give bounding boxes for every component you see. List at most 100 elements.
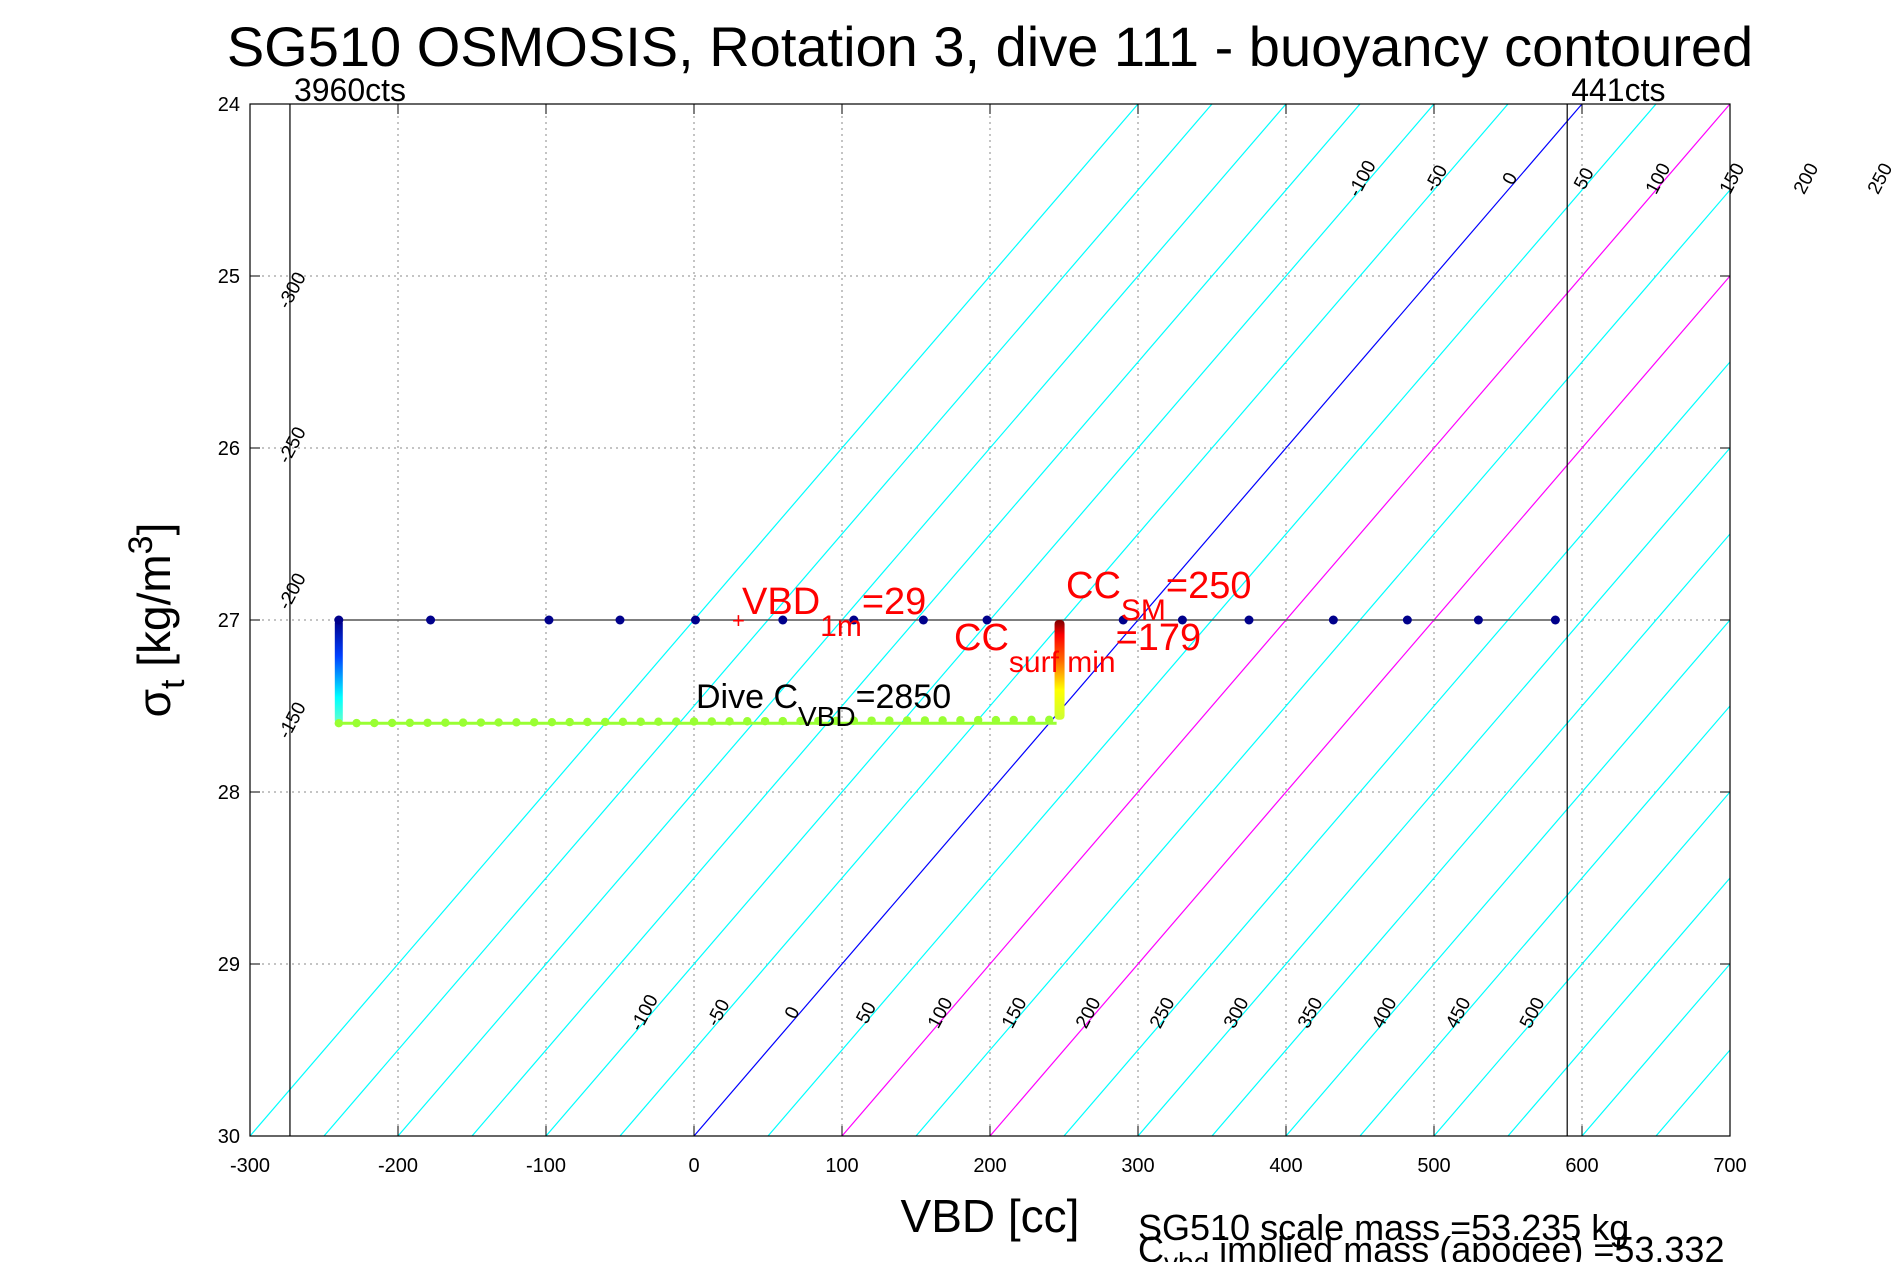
bottom-trace-point	[689, 717, 699, 726]
reference-point	[1473, 615, 1483, 625]
reference-points: +	[334, 608, 1560, 633]
reference-point	[982, 615, 992, 625]
x-tick-label: -100	[526, 1155, 566, 1177]
y-tick-label: 28	[218, 782, 240, 804]
reference-point	[1328, 615, 1338, 625]
contour-label-top: 150	[1716, 160, 1749, 198]
bottom-trace-point	[512, 718, 521, 727]
x-axis-ticks: -300 -200 -100 0 100 200 300 400 500 600 700	[230, 104, 1747, 1177]
vbd-limit-label-right: 441cts	[1571, 72, 1665, 108]
bottom-trace-point	[441, 718, 450, 727]
contour-label-bottom: 400	[1368, 994, 1401, 1032]
bottom-trace-point	[423, 718, 432, 727]
bottom-trace-point	[725, 717, 734, 726]
bottom-trace-point	[636, 717, 645, 726]
contour-line	[1433, 791, 1730, 1136]
x-tick-label: 300	[1121, 1155, 1154, 1177]
reference-point	[1118, 615, 1128, 625]
bottom-trace-point	[796, 716, 805, 726]
reference-point	[615, 615, 625, 625]
bottom-trace-point	[991, 715, 1001, 725]
contour-label-bottom: 300	[1220, 994, 1253, 1032]
contour-label-bottom: 100	[924, 994, 957, 1032]
bottom-trace-point	[956, 716, 965, 725]
contour-line	[1359, 705, 1730, 1136]
bottom-trace-point	[583, 717, 592, 727]
contour-line	[1729, 1135, 1730, 1136]
contour-label-bottom: 150	[998, 994, 1031, 1032]
contour-label-bottom: 350	[1294, 994, 1327, 1032]
bottom-trace-point	[831, 716, 841, 726]
bottom-trace-point	[334, 719, 343, 728]
contour-label-bottom: 200	[1072, 994, 1105, 1032]
descent-trace	[334, 620, 343, 724]
bottom-trace-point	[938, 716, 947, 725]
contour-line	[1581, 963, 1730, 1136]
bottom-trace-point	[743, 717, 752, 726]
contour-line	[1285, 619, 1730, 1136]
bottom-trace-point	[760, 716, 770, 726]
x-tick-label: 600	[1565, 1155, 1598, 1177]
dive-trace	[334, 620, 1065, 728]
x-tick-label: -200	[378, 1155, 418, 1177]
x-tick-label: 700	[1713, 1155, 1746, 1177]
contour-label-bottom: 0	[781, 1003, 805, 1022]
x-tick-label: 400	[1269, 1155, 1302, 1177]
bottom-trace-point	[654, 717, 663, 726]
x-tick-label: 500	[1417, 1155, 1450, 1177]
contour-label-top: 0	[1499, 169, 1523, 188]
bottom-trace-point	[387, 718, 397, 728]
bottom-trace-point	[547, 717, 557, 727]
contour-label-bottom: -100	[627, 991, 663, 1034]
chart-title: SG510 OSMOSIS, Rotation 3, dive 111 - bu…	[227, 15, 1753, 78]
bottom-trace-point	[902, 716, 912, 725]
annotation-cc-surf-min: CCsurf min=179	[954, 617, 1201, 679]
bottom-trace-point	[618, 717, 628, 727]
contour-label-top: 200	[1790, 160, 1823, 198]
contour-label-bottom: 50	[853, 999, 881, 1028]
bottom-trace-point	[849, 716, 859, 725]
footer-scale-mass: SG510 scale mass =53.235 kg	[1138, 1207, 1629, 1248]
bottom-trace-point	[476, 718, 486, 727]
vbd-1m-marker: +	[732, 608, 745, 633]
bottom-trace-point	[352, 718, 361, 728]
contour-label-top: -50	[1421, 162, 1452, 196]
contour-label-left: -300	[274, 269, 310, 312]
bottom-trace-point	[707, 717, 716, 726]
contour-label-left: -250	[274, 424, 310, 467]
ascent-trace	[1054, 620, 1065, 720]
x-tick-label: 200	[973, 1155, 1006, 1177]
annotation-vbd-1m: VBD1m=29	[742, 581, 926, 643]
bottom-trace-point	[1009, 715, 1018, 725]
y-tick-label: 24	[218, 94, 240, 116]
contour-line	[1211, 533, 1730, 1136]
y-axis-label: σt [kg/m3]	[122, 523, 192, 718]
y-tick-label: 27	[218, 610, 240, 632]
bottom-trace-point	[405, 718, 415, 728]
contour-label-left: -200	[274, 570, 310, 613]
bottom-trace-point	[1027, 715, 1036, 725]
bottom-trace-point	[885, 716, 894, 725]
y-axis-ticks: 24 25 26 27 28 29 30	[218, 94, 1730, 1148]
bottom-trace-point	[370, 718, 379, 728]
contour-label-bottom: -50	[703, 996, 734, 1030]
footer-implied-mass: Cvbd implied mass (apogee) =53.332	[1138, 1229, 1724, 1262]
y-tick-label: 25	[218, 266, 240, 288]
x-tick-label: 100	[825, 1155, 858, 1177]
x-tick-label: -300	[230, 1155, 270, 1177]
bottom-trace-point	[814, 716, 823, 726]
bottom-trace-point	[458, 718, 468, 727]
bottom-trace-point	[867, 716, 876, 725]
contour-label-top: -100	[1344, 157, 1380, 200]
bottom-trace-point	[565, 717, 574, 727]
x-axis-label: VBD [cc]	[901, 1190, 1080, 1242]
vbd-limit-label-left: 3960cts	[294, 72, 406, 108]
contour-label-bottom: 450	[1442, 994, 1475, 1032]
contour-label-top: 100	[1642, 160, 1675, 198]
bottom-trace-point	[1045, 715, 1054, 724]
reference-point	[1550, 615, 1560, 625]
reference-point	[334, 615, 344, 625]
reference-point	[849, 615, 859, 625]
y-tick-label: 29	[218, 954, 240, 976]
contour-label-left: -150	[274, 699, 310, 742]
